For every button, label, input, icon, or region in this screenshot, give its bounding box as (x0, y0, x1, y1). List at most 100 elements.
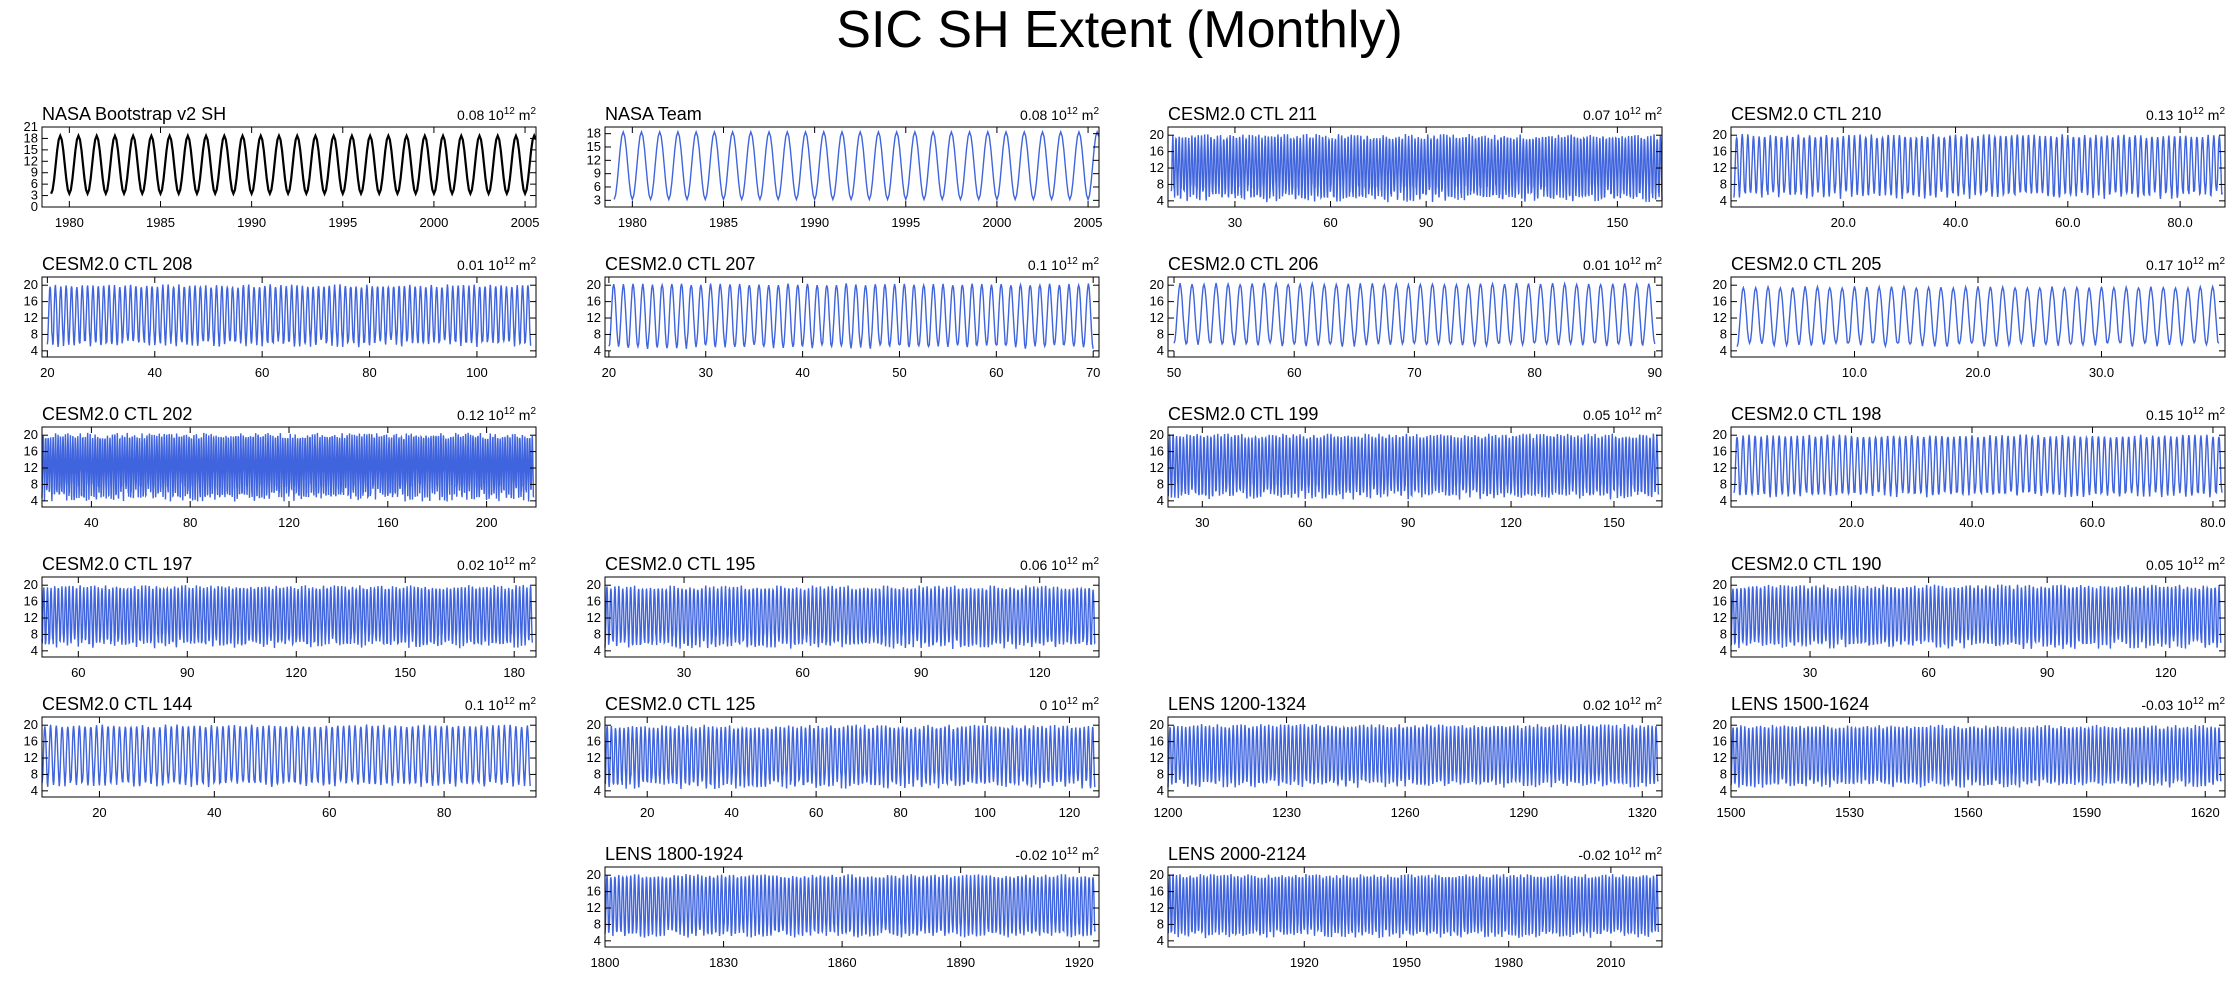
x-tick-label: 120 (1059, 805, 1081, 820)
trend-label: 0.08 1012 m2 (1020, 106, 1099, 123)
y-tick-label: 20 (1150, 127, 1164, 142)
y-tick-label: 20 (24, 427, 38, 442)
x-tick-label: 1800 (591, 955, 620, 970)
y-tick-label: 16 (1713, 734, 1727, 749)
y-tick-label: 4 (1720, 343, 1727, 358)
y-tick-label: 16 (587, 734, 601, 749)
plot-frame (1167, 276, 1663, 358)
x-tick-label: 40.0 (1943, 215, 1968, 230)
x-tick-label: 120 (1511, 215, 1533, 230)
x-tick-label: 180 (503, 665, 525, 680)
x-tick-label: 50 (892, 365, 906, 380)
y-tick-label: 20 (587, 577, 601, 592)
x-tick-label: 30 (1803, 665, 1817, 680)
x-tick-label: 1200 (1154, 805, 1183, 820)
x-tick-label: 2000 (419, 215, 448, 230)
x-tick-label: 1560 (1954, 805, 1983, 820)
y-tick-label: 4 (594, 343, 601, 358)
panel-title: CESM2.0 CTL 211 (1168, 104, 1317, 124)
plot-frame (604, 716, 1100, 798)
x-tick-label: 90 (1401, 515, 1415, 530)
y-tick-label: 16 (1150, 734, 1164, 749)
y-tick-label: 8 (1720, 476, 1727, 491)
y-tick-label: 12 (1150, 900, 1164, 915)
trend-label: 0.12 1012 m2 (457, 406, 536, 423)
x-tick-label: 20.0 (1839, 515, 1864, 530)
plot-frame (1730, 716, 2226, 798)
x-tick-label: 200 (476, 515, 498, 530)
x-tick-label: 60.0 (2080, 515, 2105, 530)
x-tick-label: 1320 (1628, 805, 1657, 820)
x-tick-label: 120 (278, 515, 300, 530)
y-tick-label: 16 (1150, 294, 1164, 309)
plot-frame (1167, 866, 1663, 948)
x-tick-label: 1920 (1290, 955, 1319, 970)
y-tick-label: 20 (24, 277, 38, 292)
y-tick-label: 8 (1157, 766, 1164, 781)
plot-frame (1167, 426, 1663, 508)
y-tick-label: 4 (594, 783, 601, 798)
x-tick-label: 120 (2155, 665, 2177, 680)
y-tick-label: 20 (587, 717, 601, 732)
y-tick-label: 12 (587, 152, 601, 167)
y-tick-label: 12 (587, 750, 601, 765)
x-tick-label: 10.0 (1842, 365, 1867, 380)
trend-label: 0.1 1012 m2 (465, 696, 537, 713)
x-tick-label: 1530 (1835, 805, 1864, 820)
panel-title: CESM2.0 CTL 144 (42, 694, 192, 714)
x-tick-label: 1980 (1494, 955, 1523, 970)
y-tick-label: 12 (587, 900, 601, 915)
x-tick-label: 150 (1603, 515, 1625, 530)
x-tick-label: 60 (1287, 365, 1301, 380)
x-tick-label: 40 (148, 365, 162, 380)
y-tick-label: 12 (1150, 310, 1164, 325)
x-tick-label: 60 (1323, 215, 1337, 230)
y-tick-label: 16 (1713, 294, 1727, 309)
x-tick-label: 80 (1527, 365, 1541, 380)
y-tick-label: 20 (24, 717, 38, 732)
x-tick-label: 100 (466, 365, 488, 380)
y-tick-label: 8 (594, 766, 601, 781)
y-tick-label: 12 (24, 460, 38, 475)
y-tick-label: 20 (24, 577, 38, 592)
y-tick-label: 16 (1713, 144, 1727, 159)
y-tick-label: 18 (24, 130, 38, 145)
x-tick-label: 160 (377, 515, 399, 530)
y-tick-label: 16 (24, 294, 38, 309)
y-tick-label: 16 (587, 594, 601, 609)
trend-label: 0.02 1012 m2 (457, 556, 536, 573)
x-tick-label: 60 (255, 365, 269, 380)
plot-frame (604, 276, 1100, 358)
chart-panel: NASA Bootstrap v2 SH 0.08 1012 m2 03691215… (24, 104, 540, 230)
y-tick-label: 4 (31, 643, 38, 658)
x-tick-label: 20.0 (1831, 215, 1856, 230)
x-tick-label: 1920 (1065, 955, 1094, 970)
y-tick-label: 8 (1157, 476, 1164, 491)
series-line (1730, 724, 2222, 788)
panel-title: CESM2.0 CTL 125 (605, 694, 755, 714)
panel-title: LENS 1200-1324 (1168, 694, 1306, 714)
series-line (1736, 284, 2220, 349)
y-tick-label: 21 (24, 119, 38, 134)
trend-label: -0.03 1012 m2 (2141, 696, 2225, 713)
y-tick-label: 4 (1720, 493, 1727, 508)
y-tick-label: 4 (1157, 493, 1164, 508)
y-tick-label: 12 (1150, 460, 1164, 475)
trend-label: -0.02 1012 m2 (1015, 846, 1099, 863)
x-tick-label: 1985 (709, 215, 738, 230)
x-tick-label: 40 (84, 515, 98, 530)
panel-title: CESM2.0 CTL 210 (1731, 104, 1881, 124)
series-line (41, 432, 535, 502)
y-tick-label: 8 (594, 326, 601, 341)
x-tick-label: 20 (602, 365, 616, 380)
series-line (1167, 433, 1660, 500)
y-tick-label: 4 (1157, 193, 1164, 208)
y-tick-label: 16 (24, 734, 38, 749)
y-tick-label: 12 (24, 750, 38, 765)
y-tick-label: 20 (1150, 427, 1164, 442)
